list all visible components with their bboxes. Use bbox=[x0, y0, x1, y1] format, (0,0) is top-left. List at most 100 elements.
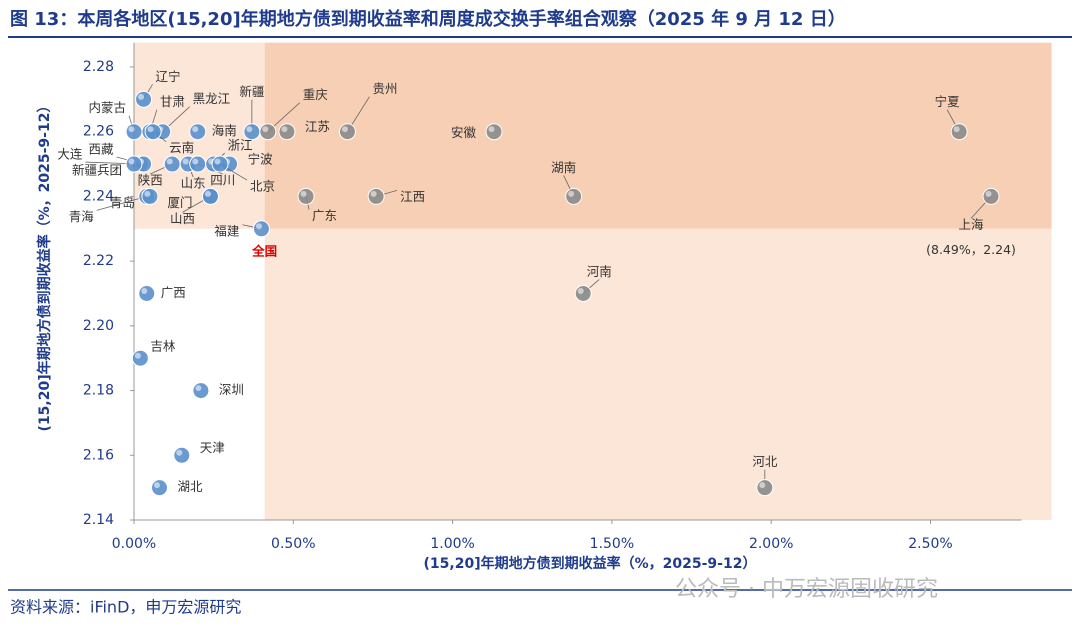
point-highlight bbox=[759, 482, 766, 489]
point-label: 云南 bbox=[169, 140, 194, 155]
point-label: 深圳 bbox=[219, 382, 244, 397]
reference-label: 全国 bbox=[251, 243, 277, 258]
point-label: 北京 bbox=[250, 179, 275, 194]
point-highlight bbox=[568, 190, 575, 197]
point-highlight bbox=[182, 158, 189, 165]
point-label: 天津 bbox=[200, 440, 225, 455]
y-tick-label: 2.26 bbox=[83, 124, 114, 140]
point-label: 陕西 bbox=[138, 173, 163, 188]
point bbox=[131, 349, 149, 367]
point-label: 山西 bbox=[170, 211, 195, 226]
point-highlight bbox=[255, 223, 262, 230]
point-label: 四川 bbox=[210, 173, 235, 188]
point-label: 青海 bbox=[69, 209, 95, 224]
y-tick-label: 2.24 bbox=[83, 188, 114, 204]
point bbox=[135, 90, 153, 108]
point bbox=[950, 123, 968, 141]
point bbox=[150, 479, 168, 497]
point-highlight bbox=[341, 126, 348, 133]
point bbox=[125, 123, 143, 141]
point-label: 宁波 bbox=[248, 152, 274, 167]
point bbox=[485, 123, 503, 141]
y-tick-label: 2.14 bbox=[83, 512, 114, 528]
point-highlight bbox=[488, 126, 495, 133]
point bbox=[297, 187, 315, 205]
point-label: 贵州 bbox=[372, 81, 397, 96]
point bbox=[189, 155, 207, 173]
x-tick-label: 1.00% bbox=[430, 536, 474, 552]
point-highlight bbox=[134, 352, 141, 359]
point-label: 上海 bbox=[959, 217, 985, 232]
x-tick-label: 2.50% bbox=[908, 536, 952, 552]
y-axis-label: (15,20]年期地方债到期收益率（%，2025-9-12） bbox=[36, 99, 53, 432]
watermark: 公众号 · 中万宏源固收研究 bbox=[675, 577, 938, 602]
point-highlight bbox=[144, 190, 151, 197]
y-tick-label: 2.16 bbox=[83, 447, 114, 463]
point-label: 广东 bbox=[312, 208, 337, 223]
point-label: 海南 bbox=[212, 123, 237, 138]
plot: 0.00% 0.50% 1.00% 1.50% 2.00% 2.50% 2.14 2.16 2.… bbox=[57, 42, 1052, 552]
y-tick-label: 2.20 bbox=[83, 318, 114, 334]
point-highlight bbox=[577, 287, 584, 294]
point bbox=[125, 155, 143, 173]
point-label: 福建 bbox=[214, 223, 240, 238]
point-label: 浙江 bbox=[228, 138, 253, 153]
y-tick-label: 2.28 bbox=[83, 59, 114, 75]
chart-title: 图 13：本周各地区(15,20]年期地方债到期收益率和周度成交换手率组合观察（… bbox=[10, 8, 846, 30]
point-highlight bbox=[262, 126, 269, 133]
x-axis-label: (15,20]年期地方债到期收益率（%，2025-9-12） bbox=[424, 555, 757, 572]
point-highlight bbox=[176, 449, 183, 456]
point-label: 湖北 bbox=[177, 479, 203, 494]
point-label: 青岛 bbox=[110, 195, 135, 210]
point-highlight bbox=[128, 126, 135, 133]
point-highlight bbox=[166, 158, 173, 165]
x-tick-label: 0.50% bbox=[271, 536, 315, 552]
point-label: 宁夏 bbox=[935, 94, 961, 109]
point-label: 山东 bbox=[181, 176, 206, 191]
point-highlight bbox=[138, 93, 145, 100]
point-label: 吉林 bbox=[150, 339, 176, 354]
y-tick-label: 2.22 bbox=[83, 253, 114, 269]
point bbox=[565, 187, 583, 205]
quadrant bbox=[264, 42, 1052, 229]
point bbox=[173, 446, 191, 464]
point-highlight bbox=[192, 158, 199, 165]
point bbox=[367, 187, 385, 205]
point bbox=[756, 479, 774, 497]
point-highlight bbox=[195, 385, 202, 392]
point bbox=[259, 123, 277, 141]
point-highlight bbox=[953, 126, 960, 133]
point bbox=[189, 123, 207, 141]
leader-line bbox=[96, 196, 147, 211]
y-tick-label: 2.18 bbox=[83, 383, 114, 399]
point-label: 新疆兵团 bbox=[72, 163, 122, 178]
point-label: 重庆 bbox=[303, 87, 329, 102]
point-highlight bbox=[370, 190, 377, 197]
point-label: 大连 bbox=[57, 147, 83, 162]
point-label: 西藏 bbox=[89, 142, 115, 157]
point-label: 黑龙江 bbox=[193, 91, 231, 106]
x-tick-label: 1.50% bbox=[590, 536, 634, 552]
point-highlight bbox=[153, 482, 160, 489]
point bbox=[201, 187, 219, 205]
point-highlight bbox=[128, 158, 135, 165]
point bbox=[211, 155, 229, 173]
point bbox=[278, 123, 296, 141]
point-highlight bbox=[246, 126, 253, 133]
annotation: (8.49%，2.24) bbox=[926, 242, 1016, 257]
point-label: 厦门 bbox=[167, 195, 192, 210]
point bbox=[138, 284, 156, 302]
point bbox=[982, 187, 1000, 205]
x-tick-label: 2.00% bbox=[749, 536, 793, 552]
point-label: 新疆 bbox=[239, 84, 264, 99]
point-label: 河南 bbox=[587, 264, 612, 279]
x-tick-label: 0.00% bbox=[112, 536, 156, 552]
point bbox=[574, 284, 592, 302]
point-highlight bbox=[141, 287, 148, 294]
point-label: 辽宁 bbox=[156, 69, 181, 84]
point-highlight bbox=[300, 190, 307, 197]
point bbox=[163, 155, 181, 173]
point-label: 江苏 bbox=[305, 119, 330, 134]
point-highlight bbox=[192, 126, 199, 133]
